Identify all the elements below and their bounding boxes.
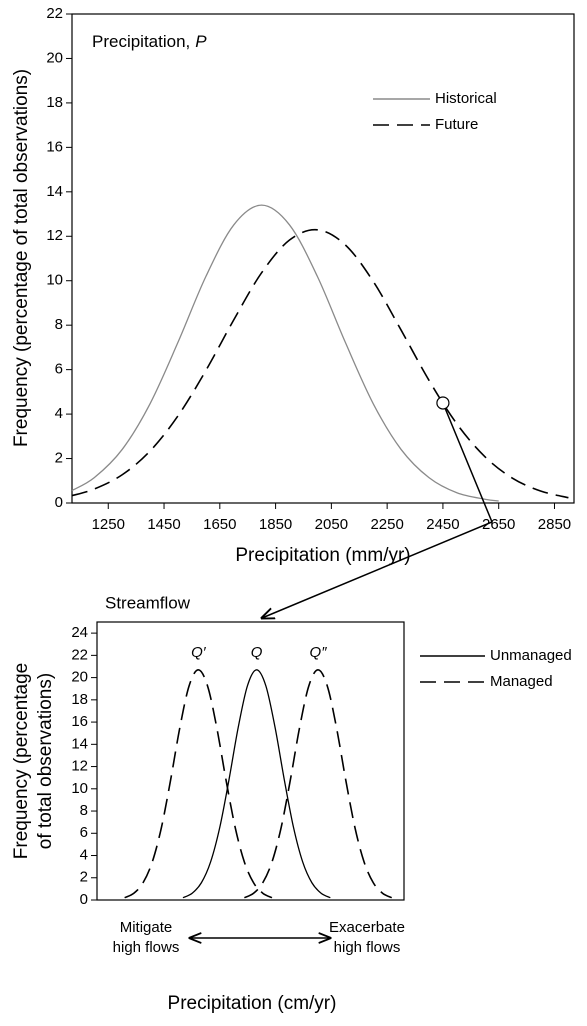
series-line [124,669,393,899]
y-tick-label: 10 [46,272,63,289]
y-axis-label: of total observations) [35,673,56,849]
y-tick-label: 18 [71,691,88,708]
y-tick-label: 6 [80,824,88,841]
y-tick-label: 22 [71,646,88,663]
x-tick-label: 1850 [259,516,292,533]
x-tick-label: 2650 [482,516,515,533]
x-axis-label: Precipitation (cm/yr) [168,993,337,1014]
peak-label: Q″ [310,644,328,661]
x-tick-label: 1650 [203,516,236,533]
series-line [71,228,569,499]
chart-title: Streamflow [105,593,191,612]
y-axis-label: Frequency (percentage of total observati… [11,69,32,447]
arrow [262,402,493,618]
peak-label: Q′ [191,644,207,661]
y-tick-label: 24 [71,624,88,641]
x-axis-label: Precipitation (mm/yr) [235,545,410,566]
y-tick-label: 16 [46,138,63,155]
series-line [182,669,331,899]
x-tick-label: 2850 [538,516,571,533]
y-tick-label: 10 [71,780,88,797]
peak-label: Q [251,644,263,661]
y-tick-label: 20 [46,49,63,66]
legend-label: Managed [490,673,553,690]
y-tick-label: 4 [55,405,63,422]
series-line [71,204,499,502]
y-tick-label: 2 [80,869,88,886]
y-tick-label: 22 [46,5,63,22]
legend-label: Historical [435,90,497,107]
x-tick-label: 2050 [315,516,348,533]
left-note: Mitigate [120,919,173,936]
legend-label: Unmanaged [490,647,572,664]
highlight-point [436,396,450,410]
y-tick-label: 0 [55,494,63,511]
y-tick-label: 6 [55,361,63,378]
y-tick-label: 8 [55,316,63,333]
left-note: high flows [113,939,180,956]
plot-frame [71,13,575,504]
y-tick-label: 12 [46,227,63,244]
y-tick-label: 12 [71,758,88,775]
x-tick-label: 2450 [426,516,459,533]
y-tick-label: 16 [71,713,88,730]
y-tick-label: 20 [71,669,88,686]
y-tick-label: 4 [80,846,88,863]
annotation-text: Precipitation, [92,32,190,51]
x-tick-label: 2250 [370,516,403,533]
right-note: Exacerbate [329,919,405,936]
y-tick-label: 18 [46,94,63,111]
annotation: Precipitation, P [92,32,207,51]
x-tick-label: 1250 [92,516,125,533]
right-note: high flows [334,939,401,956]
y-tick-label: 2 [55,450,63,467]
y-tick-label: 14 [71,735,88,752]
legend-label: Future [435,116,478,133]
x-tick-label: 1450 [147,516,180,533]
y-tick-label: 8 [80,802,88,819]
y-axis-label: Frequency (percentage [11,663,32,859]
y-tick-label: 0 [80,891,88,908]
y-tick-label: 14 [46,183,63,200]
annotation-symbol: P [195,32,207,51]
plot-frame [96,621,405,901]
